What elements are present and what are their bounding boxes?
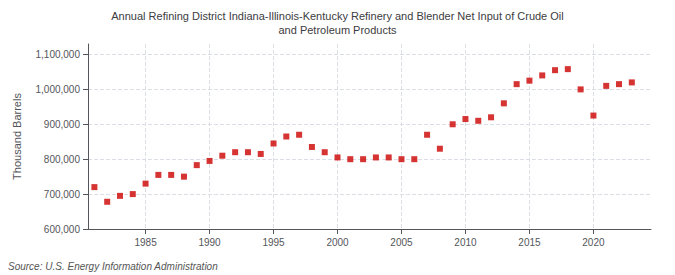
svg-text:2020: 2020 [582, 237, 605, 248]
svg-text:900,000: 900,000 [44, 119, 81, 130]
svg-text:2005: 2005 [390, 237, 413, 248]
svg-text:1995: 1995 [262, 237, 285, 248]
svg-text:Annual Refining District India: Annual Refining District Indiana-Illinoi… [111, 10, 563, 22]
svg-text:1,000,000: 1,000,000 [36, 84, 81, 95]
svg-text:700,000: 700,000 [44, 189, 81, 200]
svg-text:Source: U.S. Energy Informatio: Source: U.S. Energy Information Administ… [8, 261, 218, 272]
svg-text:1990: 1990 [198, 237, 221, 248]
svg-text:1,100,000: 1,100,000 [36, 49, 81, 60]
svg-text:2010: 2010 [454, 237, 477, 248]
svg-text:and Petroleum Products: and Petroleum Products [278, 24, 397, 36]
svg-text:800,000: 800,000 [44, 154, 81, 165]
svg-text:2000: 2000 [326, 237, 349, 248]
svg-text:600,000: 600,000 [44, 224, 81, 235]
svg-text:2015: 2015 [518, 237, 541, 248]
svg-text:Thousand Barrels: Thousand Barrels [11, 93, 23, 180]
svg-text:1985: 1985 [134, 237, 157, 248]
